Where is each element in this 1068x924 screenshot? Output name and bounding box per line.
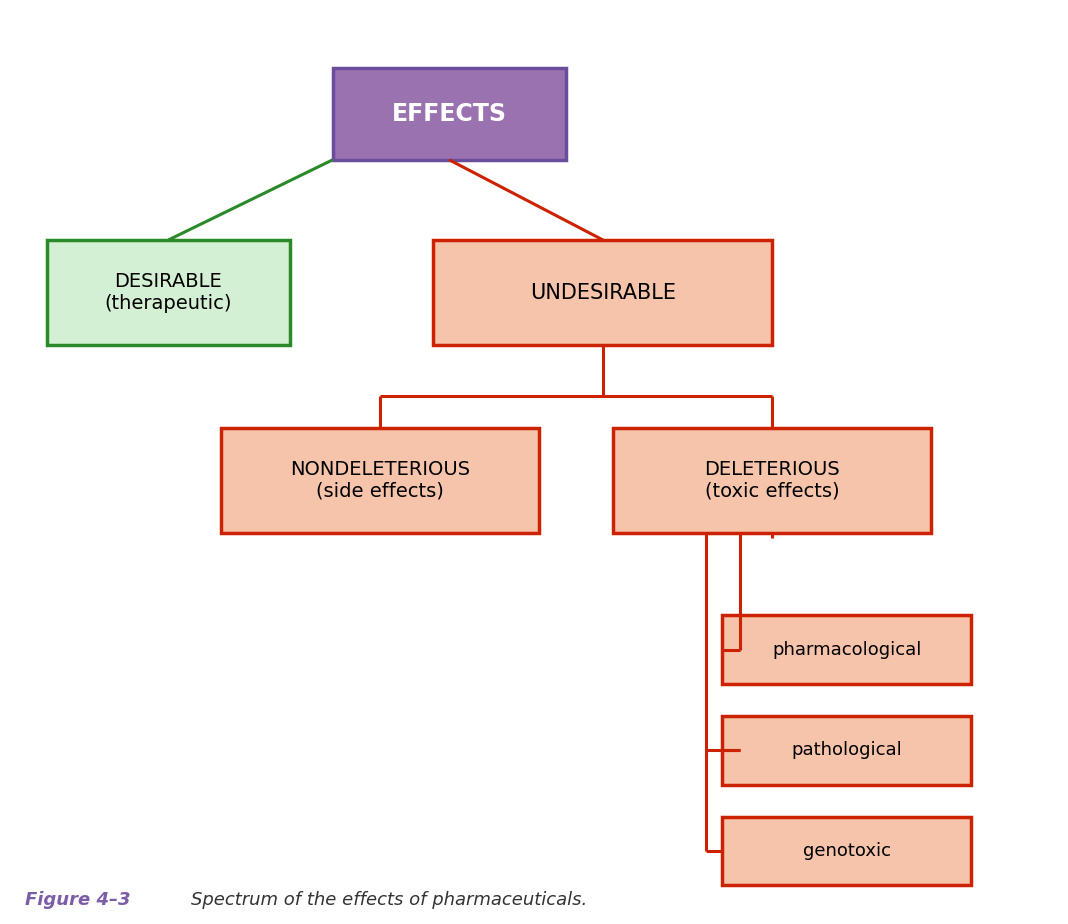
FancyBboxPatch shape xyxy=(613,428,931,533)
FancyBboxPatch shape xyxy=(221,428,539,533)
Text: Figure 4–3: Figure 4–3 xyxy=(26,891,131,909)
Text: pharmacological: pharmacological xyxy=(772,640,922,659)
Text: Spectrum of the effects of pharmaceuticals.: Spectrum of the effects of pharmaceutica… xyxy=(169,891,587,909)
Text: genotoxic: genotoxic xyxy=(802,842,891,860)
Text: DESIRABLE
(therapeutic): DESIRABLE (therapeutic) xyxy=(105,272,232,313)
FancyBboxPatch shape xyxy=(47,240,290,346)
FancyBboxPatch shape xyxy=(722,716,971,784)
FancyBboxPatch shape xyxy=(434,240,772,346)
Text: EFFECTS: EFFECTS xyxy=(392,102,506,126)
Text: DELETERIOUS
(toxic effects): DELETERIOUS (toxic effects) xyxy=(705,460,841,501)
FancyBboxPatch shape xyxy=(722,615,971,684)
Text: pathological: pathological xyxy=(791,741,902,760)
FancyBboxPatch shape xyxy=(722,817,971,885)
Text: NONDELETERIOUS
(side effects): NONDELETERIOUS (side effects) xyxy=(290,460,470,501)
FancyBboxPatch shape xyxy=(332,68,566,160)
Text: UNDESIRABLE: UNDESIRABLE xyxy=(530,283,676,302)
